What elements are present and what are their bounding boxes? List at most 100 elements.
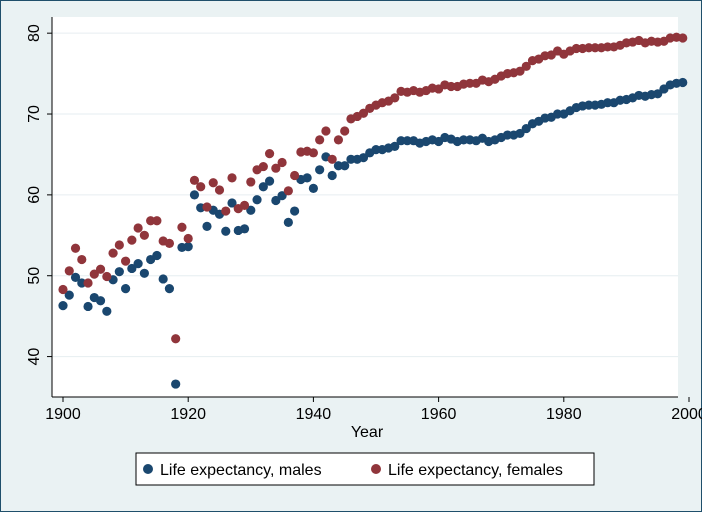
point-females [95,264,106,274]
point-males [653,89,663,99]
point-males [133,258,143,269]
point-males [202,221,212,232]
point-males [64,290,74,300]
point-males [83,301,93,312]
point-males [264,176,275,186]
point-males [277,191,287,201]
point-males [227,198,237,208]
point-females [171,334,181,344]
point-males [58,301,68,311]
point-females [121,256,131,266]
point-females [139,230,149,240]
plot-area [52,17,678,397]
point-females [264,149,275,159]
point-males [290,206,300,216]
point-females [214,185,225,195]
axes [51,17,678,398]
point-males [189,190,200,200]
y-tick-label: 70 [26,105,43,123]
point-females [196,182,206,192]
x-axis-ticks: 1900 1920 1940 1960 1980 2000 [45,397,702,423]
x-tick-label: 1980 [546,406,582,423]
point-females [189,175,200,185]
point-males [239,224,250,234]
point-females [283,186,293,196]
y-axis-ticks: 40 50 60 70 80 [26,24,52,365]
point-females [271,163,281,173]
point-males [271,195,281,206]
point-females [340,126,350,136]
point-females [521,61,531,71]
point-males [678,77,688,88]
point-females [277,157,287,168]
point-females [258,161,268,172]
x-tick-label: 1940 [296,406,332,423]
point-females [64,266,74,276]
x-tick-label: 2000 [671,406,702,423]
legend-label-males: Life expectancy, males [160,462,322,479]
point-males [102,306,112,316]
point-females [208,178,218,188]
point-females [221,206,231,216]
x-tick-label: 1900 [45,406,81,423]
point-females [177,222,187,232]
point-females [227,173,237,183]
point-females [133,223,143,233]
y-tick-label: 80 [26,24,43,42]
point-females [102,271,112,282]
point-males [258,182,268,192]
data-points [58,32,688,389]
point-males [302,173,312,183]
point-females [89,269,99,279]
legend-label-females: Life expectancy, females [388,462,563,479]
point-females [678,33,688,43]
point-females [108,248,118,258]
point-females [290,170,300,181]
point-females [70,243,81,253]
legend-marker-males [143,464,153,474]
point-females [333,135,344,145]
point-males [315,165,325,175]
point-males [358,153,369,163]
point-females [164,238,175,248]
point-females [327,154,337,164]
point-females [390,93,400,103]
point-females [315,135,325,145]
point-males [246,205,256,215]
point-females [246,177,256,187]
legend-marker-females [371,464,381,474]
point-males [283,217,293,227]
y-tick-label: 50 [26,267,43,285]
point-males [95,296,106,306]
point-females [183,233,193,244]
point-females [239,200,250,210]
point-males [158,274,168,284]
point-females [114,240,124,250]
point-females [58,284,68,295]
point-males [221,226,231,236]
point-females [358,108,369,118]
x-tick-label: 1960 [421,406,457,423]
point-males [327,170,337,181]
point-males [183,242,193,252]
legend: Life expectancy, males Life expectancy, … [135,452,595,486]
y-tick-label: 60 [26,186,43,204]
point-females [202,202,212,212]
point-males [171,379,181,389]
x-tick-label: 1920 [170,406,206,423]
point-females [515,66,525,76]
point-females [308,148,318,158]
point-males [139,268,149,278]
point-females [83,278,93,288]
point-males [390,141,400,151]
point-males [114,267,124,277]
point-males [164,284,175,294]
point-females [152,216,162,226]
point-males [340,161,350,171]
point-males [308,183,318,194]
legend-box [135,452,595,486]
point-males [70,272,81,282]
x-axis-title: Year [351,424,384,441]
point-females [127,235,137,245]
